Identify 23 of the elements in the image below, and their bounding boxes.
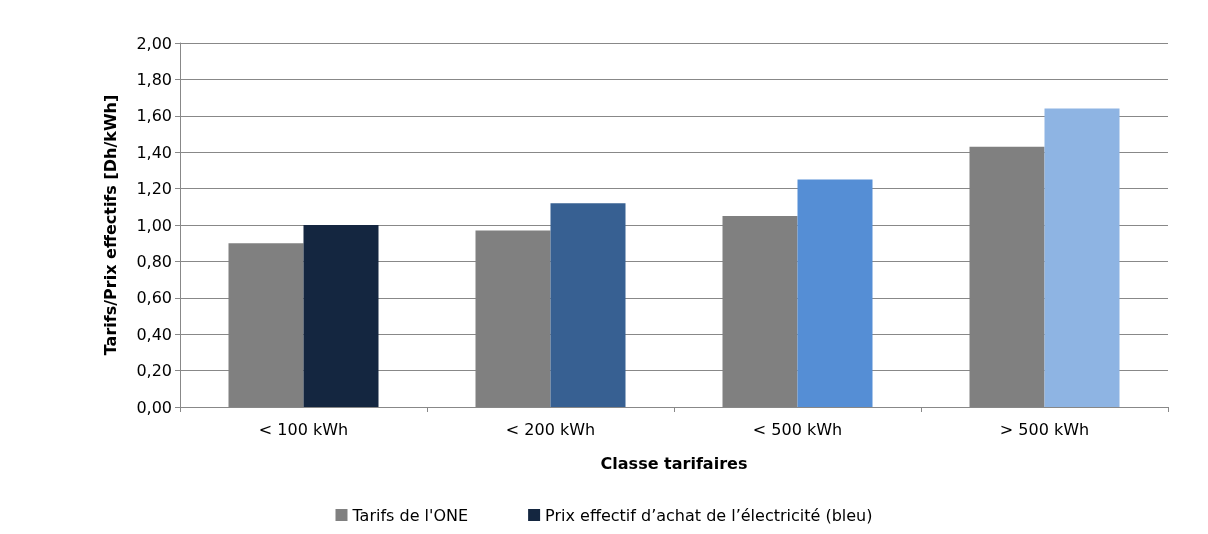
- y-tick-label: 1,40: [136, 142, 172, 162]
- legend-label: Prix effectif d’achat de l’électricité (bleu): [545, 505, 873, 525]
- y-tick-label: 0,00: [136, 397, 172, 417]
- x-axis-title: Classe tarifaires: [600, 453, 748, 473]
- y-tick-label: 1,00: [136, 215, 172, 235]
- y-tick-label: 2,00: [136, 33, 172, 53]
- y-tick-label: 0,60: [136, 288, 172, 308]
- bar: [303, 225, 379, 407]
- y-tick-label: 1,60: [136, 106, 172, 126]
- x-tick-label: < 100 kWh: [258, 419, 349, 439]
- y-tick-label: 1,20: [136, 179, 172, 199]
- y-tick-label: 0,40: [136, 324, 172, 344]
- legend-label: Tarifs de l'ONE: [351, 505, 469, 525]
- x-tick-label: > 500 kWh: [999, 419, 1090, 439]
- y-axis-title: Tarifs/Prix effectifs [Dh/kWh]: [100, 94, 120, 356]
- bar: [797, 179, 873, 407]
- x-tick-label: < 200 kWh: [505, 419, 596, 439]
- bar: [550, 203, 626, 407]
- bar: [1044, 108, 1120, 407]
- y-tick-label: 1,80: [136, 69, 172, 89]
- y-tick-label: 0,80: [136, 251, 172, 271]
- x-tick-label: < 500 kWh: [752, 419, 843, 439]
- y-tick-label: 0,20: [136, 361, 172, 381]
